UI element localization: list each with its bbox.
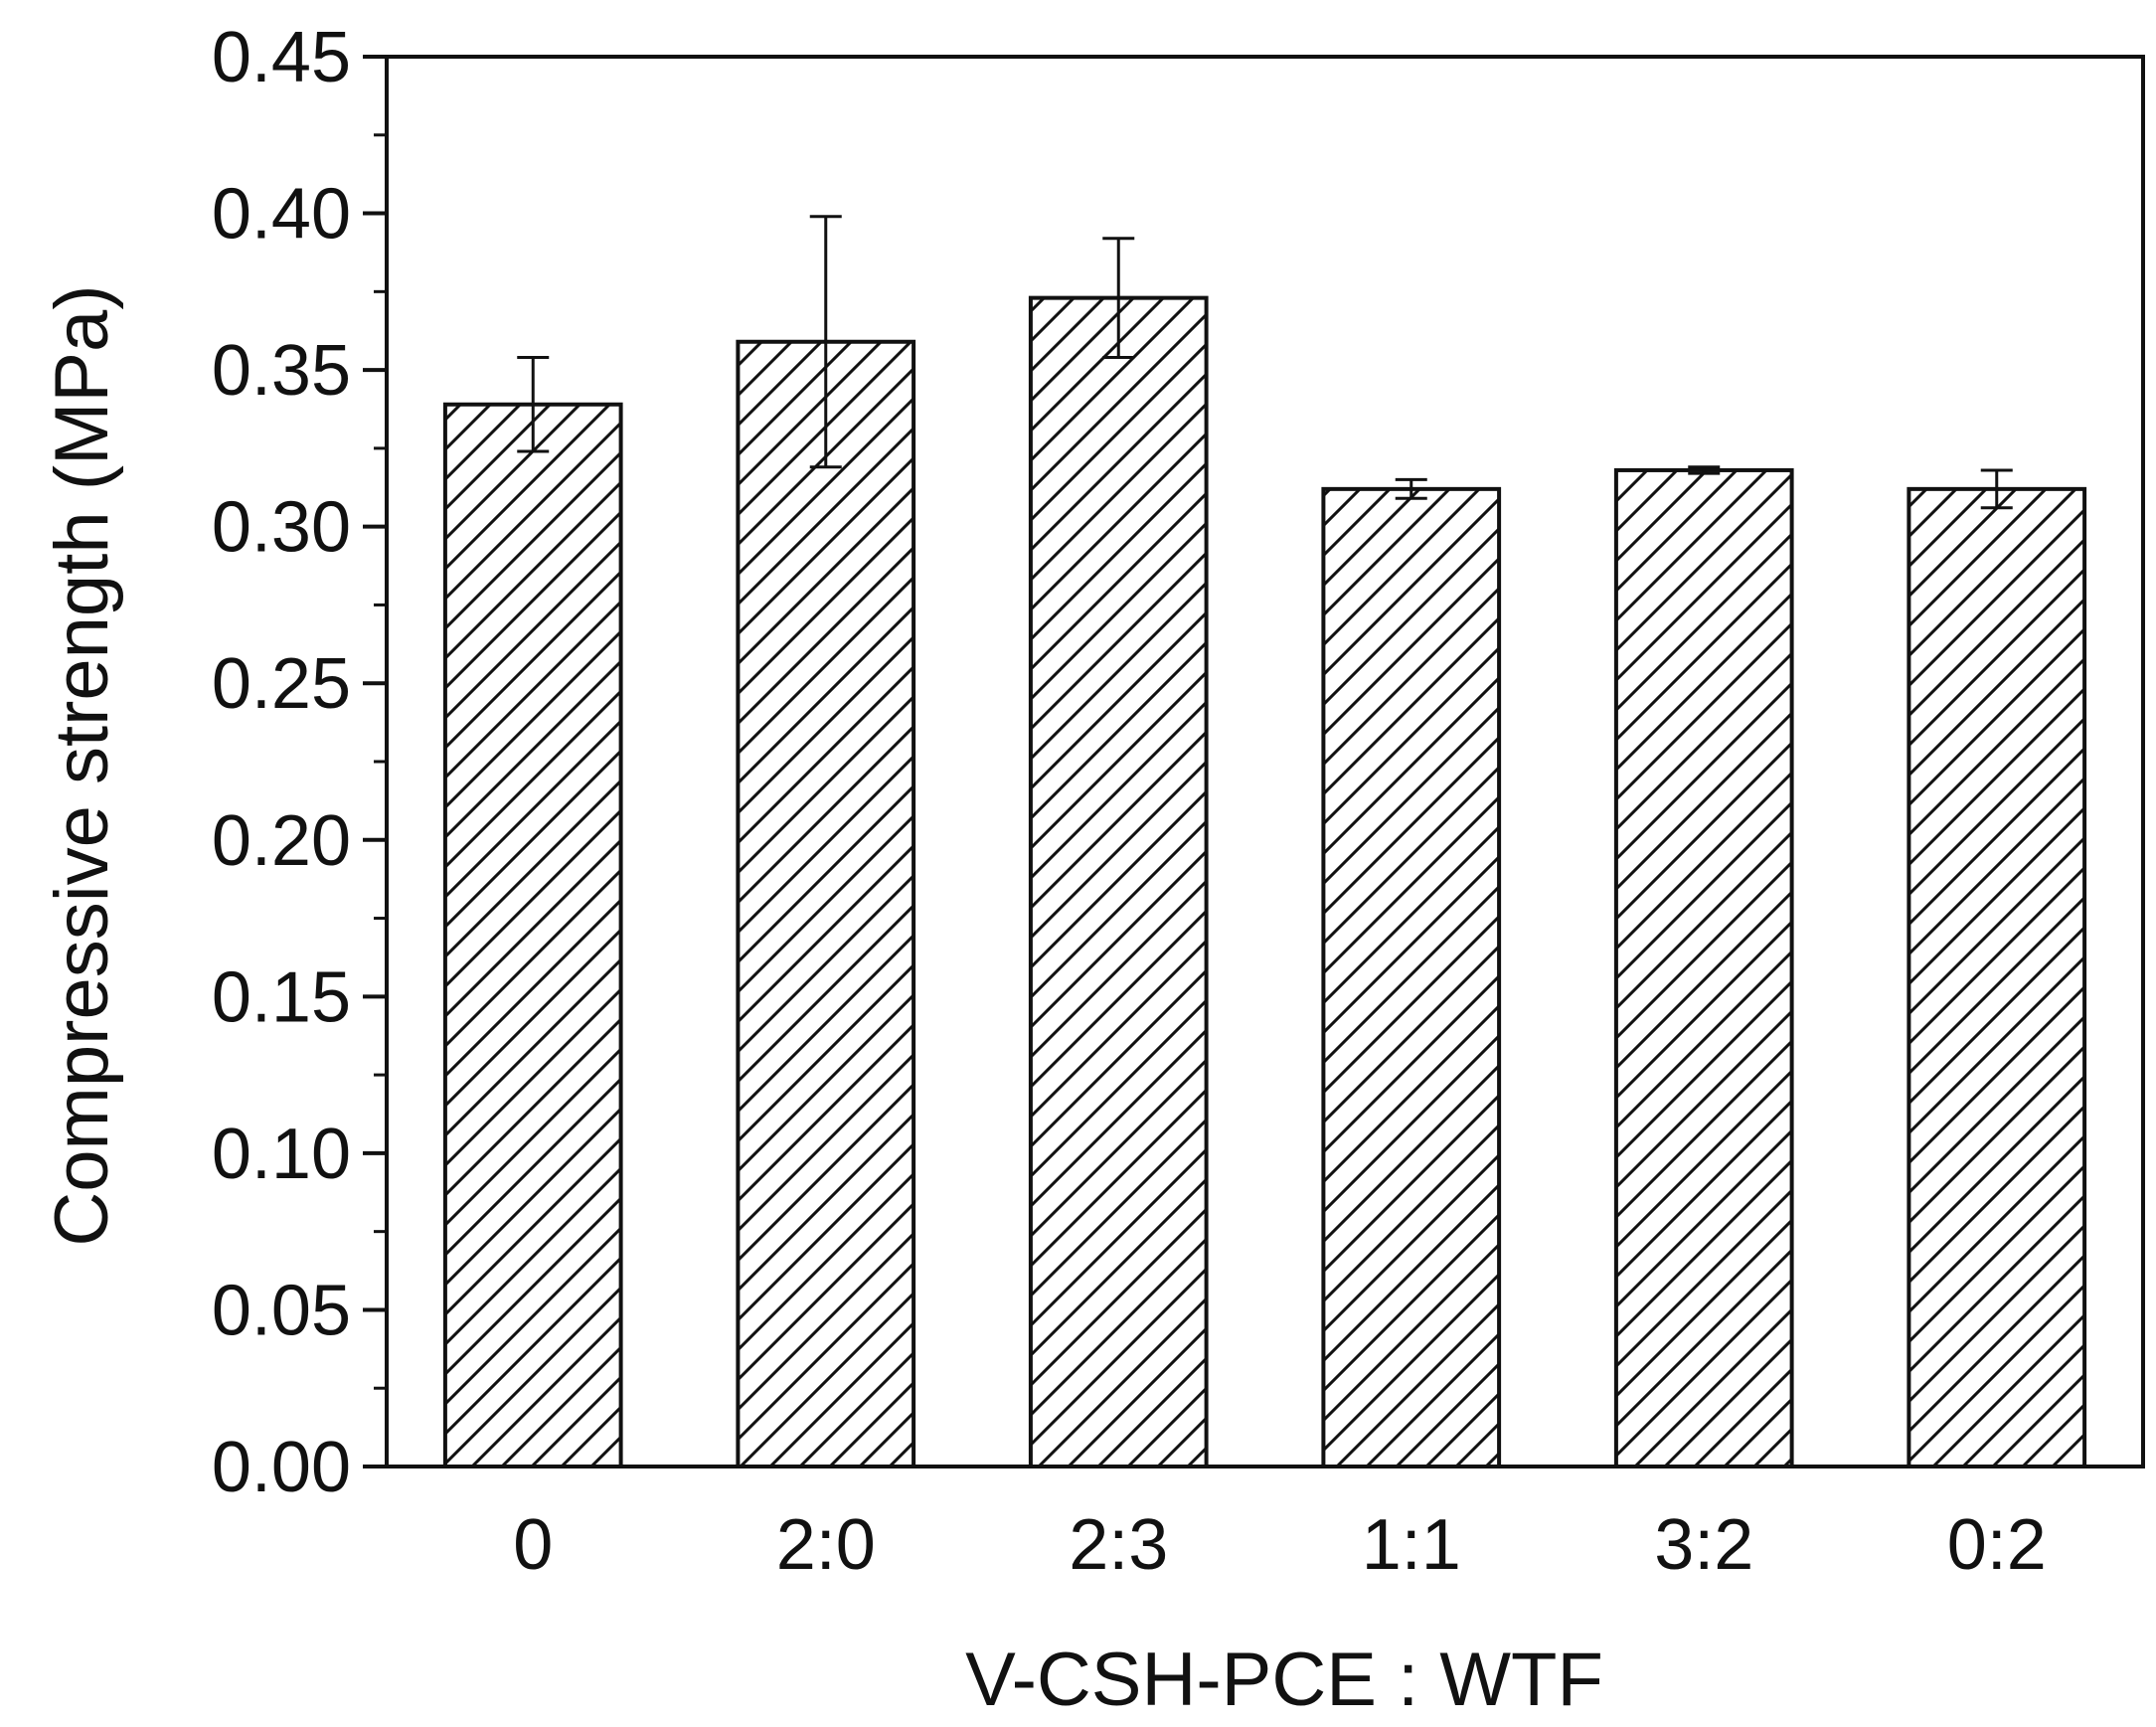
x-tick-label: 3:2 bbox=[1654, 1505, 1753, 1585]
y-tick-label: 0.25 bbox=[212, 644, 351, 724]
y-tick-label: 0.30 bbox=[212, 488, 351, 568]
y-tick-label: 0.00 bbox=[212, 1428, 351, 1507]
y-axis-label: Compressive strength (MPa) bbox=[40, 284, 124, 1246]
x-tick-label: 0 bbox=[513, 1505, 553, 1585]
y-tick-label: 0.20 bbox=[212, 801, 351, 881]
y-tick-label: 0.15 bbox=[212, 957, 351, 1037]
y-tick-label: 0.05 bbox=[212, 1271, 351, 1350]
bar bbox=[1907, 486, 2087, 1468]
x-tick-label: 0:2 bbox=[1947, 1505, 2047, 1585]
x-tick-label: 2:3 bbox=[1069, 1505, 1168, 1585]
bar bbox=[1321, 486, 1502, 1468]
x-tick-label: 2:0 bbox=[776, 1505, 876, 1585]
bar bbox=[442, 402, 623, 1469]
y-tick-label: 0.10 bbox=[212, 1115, 351, 1194]
y-tick-label: 0.35 bbox=[212, 331, 351, 411]
plot-frame bbox=[385, 55, 2145, 1468]
x-axis-label: V-CSH-PCE : WTF bbox=[965, 1638, 1603, 1722]
y-tick-label: 0.40 bbox=[212, 175, 351, 255]
y-tick-label: 0.45 bbox=[212, 18, 351, 97]
bar bbox=[1028, 295, 1209, 1469]
bar bbox=[1613, 467, 1794, 1468]
bar bbox=[736, 339, 916, 1468]
x-tick-label: 1:1 bbox=[1362, 1505, 1461, 1585]
